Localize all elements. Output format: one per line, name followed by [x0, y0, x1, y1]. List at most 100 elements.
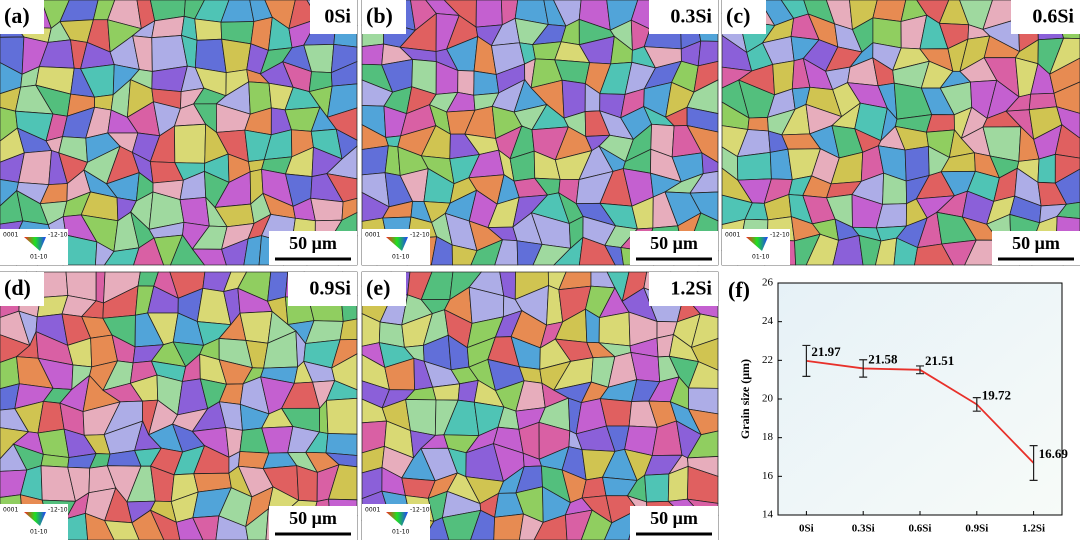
grain — [245, 508, 269, 540]
ebsd-map — [361, 0, 719, 266]
grain — [1054, 168, 1080, 205]
ipf-key-box — [0, 229, 68, 265]
grain — [310, 197, 344, 222]
ipf-label: 01-10 — [392, 254, 410, 261]
grain — [103, 520, 140, 540]
ebsd-map — [361, 271, 719, 540]
ipf-label: 0001 — [3, 232, 18, 239]
panel-label-box — [0, 272, 44, 306]
x-tick-label: 0.6Si — [909, 523, 932, 535]
ipf-label: -12-10 — [410, 232, 430, 239]
grain — [737, 151, 772, 181]
ipf-triangle — [24, 237, 46, 251]
grain — [564, 509, 593, 540]
grain — [904, 145, 930, 182]
panel-label: (b) — [366, 3, 393, 28]
scale-bar-label: 50 μm — [289, 233, 337, 253]
grain — [84, 512, 115, 540]
composition-box — [1011, 0, 1080, 34]
grain — [325, 433, 358, 456]
ipf-label: -12-10 — [48, 232, 68, 239]
grain — [470, 509, 496, 540]
composition-label: 0.9Si — [309, 278, 351, 300]
grain — [179, 196, 210, 227]
y-tick-label: 22 — [762, 354, 773, 366]
panel-label-box — [722, 0, 766, 34]
data-label: 21.58 — [868, 351, 898, 366]
panel-label-box — [0, 0, 44, 34]
grain — [361, 43, 385, 66]
grain — [192, 515, 220, 540]
y-tick-label: 16 — [762, 470, 774, 482]
grain — [151, 35, 188, 72]
ipf-label: 0001 — [365, 507, 380, 514]
grain — [925, 114, 955, 133]
grain — [194, 38, 227, 74]
ipf-key-box — [362, 229, 430, 265]
ipf-label: -12-10 — [48, 507, 68, 514]
x-tick-label: 0Si — [799, 523, 814, 535]
grain — [18, 150, 52, 186]
grain — [405, 399, 437, 436]
ipf-triangle — [386, 237, 408, 251]
scale-bar-label: 50 μm — [1012, 233, 1060, 253]
panel-label: (f) — [728, 277, 750, 302]
ipf-key-box — [722, 229, 790, 265]
x-tick-label: 1.2Si — [1022, 523, 1045, 535]
panel-label: (e) — [366, 275, 390, 300]
ipf-label: 01-10 — [30, 254, 48, 261]
error-bar — [972, 397, 981, 412]
error-bar — [802, 344, 811, 377]
x-tick-label: 0.9Si — [965, 523, 988, 535]
grain — [326, 397, 358, 435]
panel-label: (a) — [4, 3, 30, 28]
composition-box — [288, 272, 357, 306]
y-tick-label: 20 — [762, 393, 774, 405]
grain — [215, 515, 249, 540]
grain — [475, 0, 503, 28]
ipf-label: 01-10 — [392, 529, 410, 536]
grain — [174, 123, 207, 164]
ipf-key-box — [0, 504, 68, 540]
y-tick-label: 26 — [762, 277, 774, 289]
error-bar — [859, 359, 868, 378]
composition-box — [310, 0, 357, 34]
data-label: 21.51 — [925, 353, 954, 368]
grain — [457, 70, 475, 96]
panel-label-box — [362, 272, 406, 306]
grain — [131, 509, 165, 540]
panel-label-box — [362, 0, 406, 34]
grain — [0, 356, 20, 390]
data-label: 16.69 — [1039, 446, 1069, 461]
composition-label: 1.2Si — [670, 278, 712, 300]
ebsd-map — [0, 271, 358, 540]
panel-label: (c) — [726, 3, 750, 28]
grain — [296, 465, 318, 502]
ipf-triangle — [386, 512, 408, 526]
composition-label: 0Si — [324, 6, 351, 28]
data-label: 19.72 — [982, 387, 1011, 402]
grain — [221, 38, 252, 74]
ebsd-map — [721, 0, 1080, 266]
y-axis-title: Grain size (μm) — [738, 359, 752, 439]
grain — [1054, 153, 1080, 184]
ipf-label: 0001 — [3, 507, 18, 514]
grain — [644, 473, 670, 503]
grain — [533, 514, 568, 540]
grain — [1054, 124, 1080, 159]
y-tick-label: 24 — [762, 315, 774, 327]
ipf-triangle — [24, 512, 46, 526]
plot-background — [777, 282, 1063, 516]
ipf-label: -12-10 — [410, 507, 430, 514]
grain — [1048, 37, 1080, 75]
ipf-label: 0001 — [365, 232, 380, 239]
grain — [175, 517, 204, 540]
grain — [441, 509, 482, 540]
grain — [603, 508, 639, 540]
composition-label: 0.6Si — [1032, 6, 1074, 28]
scale-bar-label: 50 μm — [289, 508, 337, 528]
y-tick-label: 18 — [762, 431, 774, 443]
grain — [598, 311, 631, 347]
error-bar — [1029, 444, 1038, 481]
